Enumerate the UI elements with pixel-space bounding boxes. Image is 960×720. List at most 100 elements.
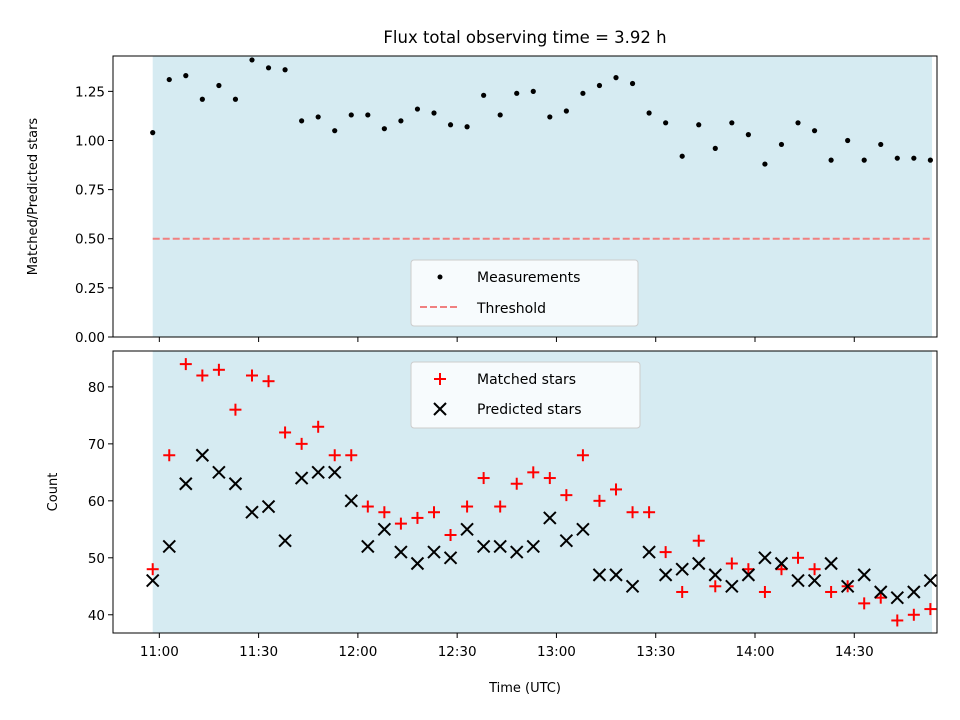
ratio-y-tick-label: 1.00 — [75, 133, 105, 149]
matched-star-point — [163, 449, 176, 462]
matched-star-point — [643, 506, 656, 519]
measurement-point — [563, 108, 569, 114]
predicted-star-point — [923, 573, 938, 588]
chart-title: Flux total observing time = 3.92 h — [383, 28, 666, 47]
predicted-star-point — [791, 573, 805, 588]
matched-star-point — [626, 506, 639, 519]
measurement-point — [232, 96, 239, 102]
measurement-point — [530, 88, 536, 94]
matched-star-point — [477, 472, 490, 485]
measurement-point — [696, 122, 702, 128]
measurement-point — [249, 57, 255, 63]
measurement-point — [464, 124, 470, 130]
measurement-point — [629, 80, 636, 87]
time-x-axis-label: Time (UTC) — [488, 681, 561, 696]
matched-star-point — [775, 563, 788, 576]
count-y-axis-label: Count — [46, 473, 61, 512]
ratio-legend: Measurements Threshold — [410, 259, 639, 327]
ratio-y-ticks: 0.00 0.25 0.50 0.75 1.00 1.25 — [75, 84, 113, 346]
ratio-legend-box — [410, 259, 639, 327]
ratio-panel-frame — [112, 55, 938, 338]
predicted-star-point — [410, 556, 425, 571]
time-x-tick-label: 12:30 — [438, 644, 477, 660]
predicted-star-point — [692, 556, 706, 571]
matched-star-point — [907, 608, 920, 621]
matched-star-point — [411, 511, 424, 524]
measurement-point — [497, 112, 503, 118]
count-legend-box — [410, 361, 641, 429]
time-x-tick-label: 14:30 — [835, 644, 874, 660]
measurement-point — [729, 120, 735, 126]
matched-star-point — [874, 591, 887, 604]
matched-star-point — [742, 563, 755, 576]
matched-star-point — [891, 614, 904, 627]
predicted-star-point — [543, 511, 557, 525]
ratio-y-axis-label: Matched/Predicted stars — [26, 118, 41, 276]
matched-star-point — [394, 517, 407, 530]
matched-star-point — [543, 472, 556, 485]
count-y-tick-label: 80 — [88, 380, 105, 396]
count-y-tick-label: 60 — [88, 494, 105, 510]
measurement-point — [216, 82, 222, 89]
measurement-point — [596, 82, 603, 89]
matched-star-point — [725, 557, 738, 570]
measurement-point — [745, 132, 751, 138]
predicted-star-point — [361, 539, 375, 554]
predicted-star-point — [146, 573, 160, 588]
measurement-point — [381, 126, 387, 132]
predicted-star-point — [294, 471, 309, 485]
predicted-star-point — [245, 505, 259, 519]
predicted-star-point — [675, 562, 689, 576]
predicted-star-point — [228, 477, 243, 491]
measurement-point — [663, 120, 669, 126]
predicted-star-point — [261, 499, 276, 514]
matched-star-point — [345, 449, 358, 462]
time-x-tick-label: 14:00 — [736, 644, 775, 660]
measurement-point — [828, 157, 834, 163]
matched-star-point — [527, 466, 540, 479]
predicted-star-point — [195, 448, 210, 462]
measurement-point — [547, 114, 553, 120]
predicted-star-point — [394, 545, 408, 559]
ratio-y-tick-label: 0.25 — [75, 281, 105, 297]
matched-star-point — [245, 369, 258, 382]
threshold-legend-label: Threshold — [476, 301, 546, 317]
predicted-star-point — [609, 568, 623, 582]
predicted-star-point — [741, 568, 756, 582]
matched-star-point — [361, 500, 374, 513]
measurement-point — [481, 92, 487, 98]
predicted-star-point — [907, 585, 921, 599]
measurement-point — [580, 90, 586, 96]
predicted-star-point — [510, 545, 524, 559]
matched-star-point — [659, 546, 672, 559]
predicted-star-point — [476, 539, 491, 554]
predicted-star-point — [278, 534, 292, 548]
ratio-y-tick-label: 0.00 — [75, 330, 105, 346]
predicted-star-point — [179, 477, 193, 491]
measurement-point — [514, 90, 520, 96]
count-y-tick-label: 40 — [88, 608, 105, 624]
time-x-tick-label: 12:00 — [338, 644, 377, 660]
predicted-star-point — [642, 545, 656, 559]
measurement-point — [315, 114, 321, 120]
predicted-star-point — [725, 579, 739, 593]
matched-star-point — [792, 551, 805, 564]
matched-star-point — [295, 437, 308, 450]
ratio-panel: Flux total observing time = 3.92 h 0.00 0… — [26, 28, 938, 346]
matched-star-point — [825, 585, 838, 598]
measurement-point — [845, 137, 851, 144]
matched-star-point — [196, 369, 209, 382]
matched-star-point — [262, 375, 275, 388]
ratio-y-tick-label: 1.25 — [75, 84, 105, 100]
predicted-star-point — [824, 556, 838, 571]
time-x-ticks: 11:00 11:30 12:00 12:30 13:00 13:30 14:00 14:30 — [140, 633, 874, 660]
measurement-point — [878, 141, 884, 148]
ratio-x-ticks — [158, 337, 855, 342]
measurement-point — [282, 67, 288, 73]
predicted-star-points — [146, 448, 938, 605]
matched-star-point — [692, 534, 705, 547]
predicted-star-point — [874, 585, 888, 599]
measurement-point — [894, 155, 900, 161]
measurement-point — [332, 128, 338, 134]
